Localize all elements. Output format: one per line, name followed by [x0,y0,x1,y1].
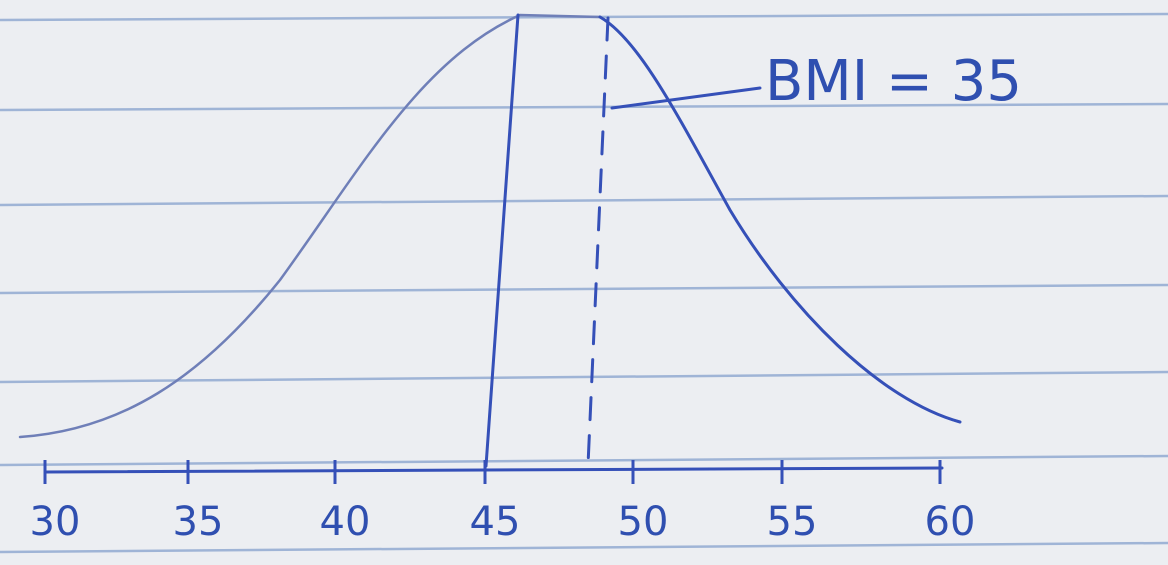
tick-label: 50 [618,499,669,545]
tick-label: 60 [925,499,976,545]
tick-label: 30 [30,499,81,545]
annotation: BMI = 35 [765,49,1022,114]
page: {"annotation": "BMI = 35", "axis": {"lab… [0,0,1168,565]
sketch: BMI = 35 30 35 40 45 50 55 60 [0,0,1168,565]
tick-label: 55 [767,499,818,545]
tick-label: 45 [470,499,521,545]
tick-label: 35 [173,499,224,545]
tick-label: 40 [320,499,371,545]
